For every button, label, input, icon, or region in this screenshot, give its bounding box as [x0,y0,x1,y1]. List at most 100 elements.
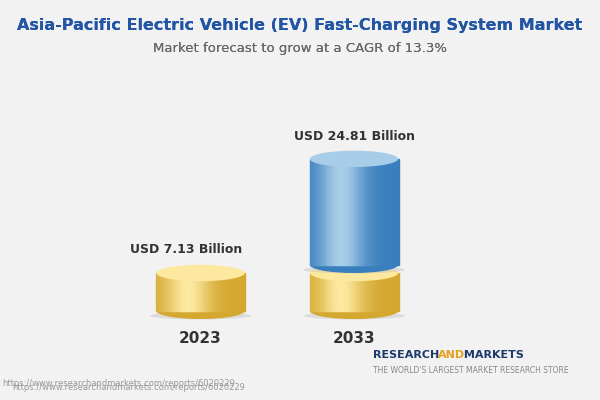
Text: MARKETS: MARKETS [460,350,524,360]
Bar [351,159,353,265]
Bar [385,159,387,265]
Bar [379,159,381,265]
Bar [157,273,158,311]
Bar [325,159,326,265]
Bar [206,273,208,311]
Bar [212,273,214,311]
Text: Asia-Pacific Electric Vehicle (EV) Fast-Charging System Market: Asia-Pacific Electric Vehicle (EV) Fast-… [17,18,583,33]
Bar [238,273,239,311]
Bar [193,273,195,311]
Bar [354,273,356,311]
Bar [158,273,160,311]
Bar [371,273,374,311]
Bar [386,273,388,311]
Bar [323,273,325,311]
Bar [347,273,349,311]
Bar [370,159,372,265]
Bar [211,273,213,311]
Bar [361,273,364,311]
Ellipse shape [150,312,251,320]
Bar [331,159,332,265]
Bar [334,159,335,265]
Bar [200,273,202,311]
Bar [379,273,381,311]
Bar [205,273,207,311]
Bar [388,159,390,265]
Bar [241,273,242,311]
Bar [394,159,395,265]
Bar [323,159,325,265]
Bar [332,159,334,265]
Bar [224,273,226,311]
Text: https://www.researchandmarkets.com/reports/6020229: https://www.researchandmarkets.com/repor… [12,383,245,392]
Ellipse shape [157,303,245,319]
Bar [342,159,344,265]
Bar [319,273,320,311]
Bar [383,273,385,311]
Bar [202,273,204,311]
Bar [386,159,388,265]
Bar [197,273,200,311]
Bar [242,273,244,311]
Bar [391,273,393,311]
Bar [360,159,362,265]
Bar [350,159,352,265]
Bar [344,159,346,265]
Bar [217,273,218,311]
Bar [174,273,176,311]
Bar [187,273,189,311]
Bar [322,159,323,265]
Bar [194,273,197,311]
Bar [176,273,178,311]
Bar [380,273,382,311]
Bar [203,273,205,311]
Bar [226,273,227,311]
Bar [361,159,364,265]
Bar [239,273,241,311]
Bar [391,159,393,265]
Bar [316,273,317,311]
Bar [171,273,173,311]
Bar [214,273,216,311]
Bar [329,273,331,311]
Bar [363,159,365,265]
Text: THE WORLD'S LARGEST MARKET RESEARCH STORE: THE WORLD'S LARGEST MARKET RESEARCH STOR… [373,366,569,375]
Bar [314,159,316,265]
Bar [357,159,359,265]
Ellipse shape [310,257,398,273]
Bar [347,159,349,265]
Bar [186,273,188,311]
Bar [366,159,368,265]
Bar [162,273,164,311]
Bar [360,273,362,311]
Bar [335,159,337,265]
Bar [170,273,172,311]
Bar [329,159,331,265]
Bar [165,273,167,311]
Bar [177,273,179,311]
Ellipse shape [310,151,398,167]
Bar [314,273,316,311]
Bar [374,159,377,265]
Bar [371,159,374,265]
Bar [164,273,166,311]
Bar [223,273,224,311]
Bar [232,273,233,311]
Bar [319,159,320,265]
Bar [310,273,312,311]
Bar [376,273,378,311]
Bar [310,159,312,265]
Bar [220,273,221,311]
Text: USD 24.81 Billion: USD 24.81 Billion [293,130,415,143]
Bar [341,273,343,311]
Bar [311,273,313,311]
Bar [358,159,361,265]
Bar [348,159,350,265]
Bar [227,273,229,311]
Bar [243,273,245,311]
Bar [345,273,347,311]
Bar [355,273,358,311]
Bar [357,273,359,311]
Bar [313,159,315,265]
Bar [320,159,322,265]
